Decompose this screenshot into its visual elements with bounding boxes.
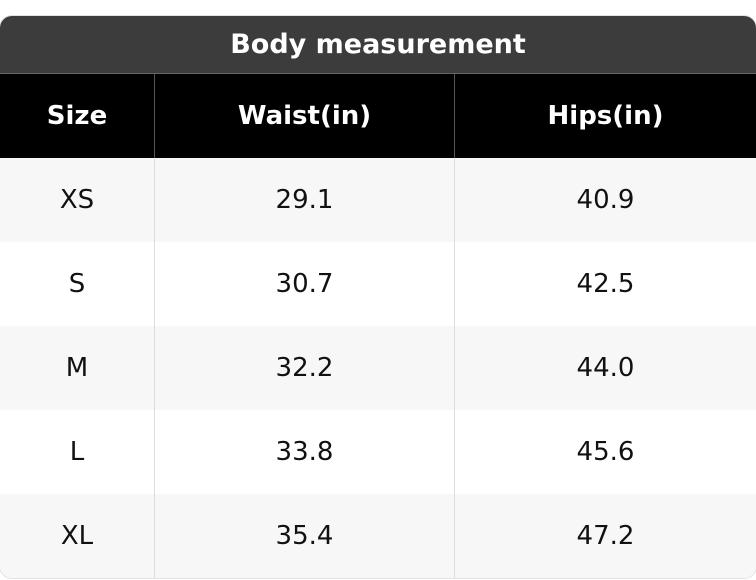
table-cell: 40.9 — [576, 185, 635, 215]
table-cell: XL — [0, 494, 155, 578]
table-body: Size Waist(in) Hips(in) XS 29.1 40.9 S 30.7 42.5… — [0, 74, 756, 578]
column-header: Hips(in) — [547, 101, 664, 131]
table-cell: 35.4 — [155, 494, 455, 578]
table-cell: S — [0, 242, 155, 326]
table-cell: L — [0, 410, 155, 494]
table-cell: 32.2 — [155, 326, 455, 410]
column-header: Size — [0, 74, 155, 158]
header-row: Size Waist(in) Hips(in) — [0, 74, 756, 158]
table-cell: 42.5 — [576, 269, 635, 299]
table-row: XS 29.1 40.9 — [0, 158, 756, 242]
table-cell: 29.1 — [155, 158, 455, 242]
table-row: S 30.7 42.5 — [0, 242, 756, 326]
table-cell: M — [0, 326, 155, 410]
table-cell: 47.2 — [576, 521, 635, 551]
table-cell: 45.6 — [576, 437, 635, 467]
table-title: Body measurement — [0, 16, 756, 74]
table-cell: 33.8 — [155, 410, 455, 494]
body-rows: XS 29.1 40.9 S 30.7 42.5 M 32.2 44.0 L 33.8 45.6 XL 3… — [0, 158, 756, 578]
table-row: XL 35.4 47.2 — [0, 494, 756, 578]
table-cell: 44.0 — [576, 353, 635, 383]
table-cell: 30.7 — [155, 242, 455, 326]
table-row: M 32.2 44.0 — [0, 326, 756, 410]
table-row: L 33.8 45.6 — [0, 410, 756, 494]
table-cell: XS — [0, 158, 155, 242]
size-table: Body measurement Size Waist(in) Hips(in) XS… — [0, 16, 756, 578]
column-header: Waist(in) — [155, 74, 455, 158]
